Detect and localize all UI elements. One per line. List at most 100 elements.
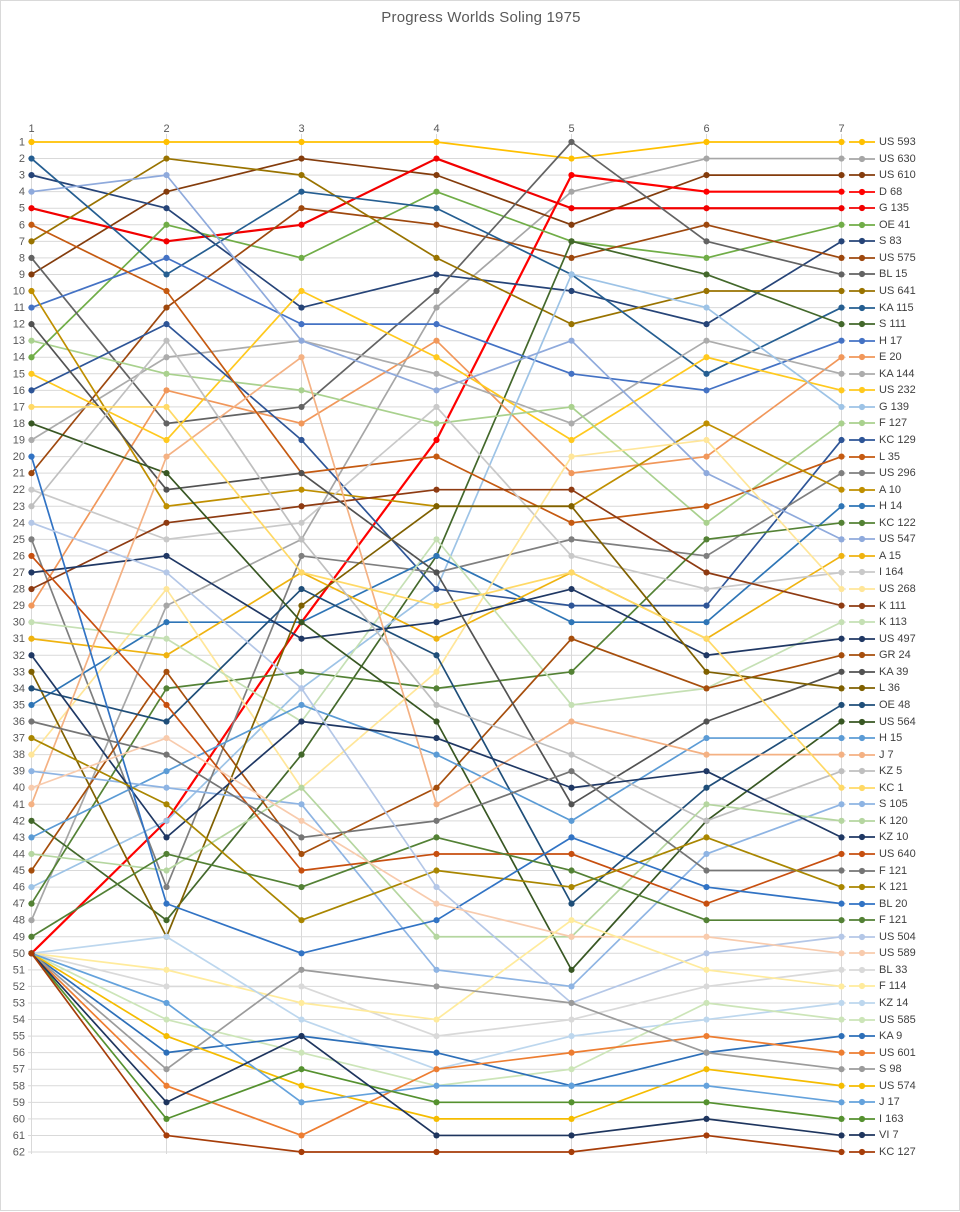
legend-line-marker-icon (849, 883, 875, 891)
data-point-marker (568, 271, 575, 278)
data-point-marker (28, 950, 35, 957)
legend-line-marker-icon (849, 619, 875, 626)
y-axis-tick-labels: 1234567891011121314151617181920212223242… (13, 137, 25, 1159)
legend-item: K 121 (849, 879, 908, 896)
data-point-marker (433, 1016, 440, 1023)
x-tick-label: 7 (838, 123, 844, 135)
data-point-marker (433, 221, 440, 228)
data-point-marker (703, 420, 710, 427)
data-point-marker (838, 1115, 845, 1122)
data-point-marker (433, 436, 440, 444)
legend-label: US 585 (879, 1013, 916, 1026)
legend-label: US 574 (879, 1079, 916, 1092)
legend-label: H 14 (879, 500, 903, 513)
data-point-marker (838, 420, 845, 427)
y-tick-label: 50 (13, 948, 25, 960)
data-point-marker (568, 238, 575, 245)
data-point-marker (838, 486, 845, 493)
legend-label: G 139 (879, 400, 909, 413)
data-point-marker (838, 834, 845, 841)
legend-line-marker-icon (849, 1148, 875, 1156)
data-point-marker (838, 999, 845, 1007)
data-point-marker (703, 867, 710, 874)
data-point-marker (433, 917, 440, 924)
y-tick-label: 18 (13, 418, 25, 430)
data-point-marker (838, 1099, 845, 1106)
data-point-marker (163, 569, 170, 576)
data-point-marker (433, 569, 440, 576)
data-point-marker (298, 420, 305, 427)
legend-item: J 17 (849, 1094, 900, 1111)
legend-label: BL 15 (879, 268, 908, 281)
data-point-marker (703, 999, 710, 1007)
y-tick-label: 31 (13, 633, 25, 645)
data-point-marker (838, 1132, 845, 1139)
data-point-marker (433, 834, 440, 841)
data-point-marker (298, 172, 305, 179)
legend-label: A 10 (879, 483, 902, 496)
data-point-marker (568, 519, 575, 526)
data-point-marker (298, 254, 305, 262)
legend-label: US 497 (879, 632, 916, 645)
x-tick-label: 2 (163, 123, 169, 135)
legend-label: H 17 (879, 334, 903, 347)
data-point-marker (568, 403, 575, 411)
data-point-marker (838, 652, 845, 659)
legend-line-marker-icon (849, 950, 875, 957)
legend-label: US 504 (879, 930, 916, 943)
data-point-marker (568, 337, 575, 344)
data-point-marker (703, 172, 710, 179)
legend-line-marker-icon (849, 1082, 875, 1089)
y-tick-label: 28 (13, 584, 25, 596)
y-tick-label: 15 (13, 368, 25, 380)
legend-item: KA 39 (849, 663, 908, 680)
y-tick-label: 32 (13, 650, 25, 662)
legend-line-marker-icon (849, 238, 875, 245)
legend-item: F 127 (849, 415, 907, 432)
series-s-83 (28, 172, 845, 328)
legend-line-marker-icon (849, 172, 875, 179)
data-point-marker (163, 850, 170, 858)
legend-item: KC 127 (849, 1144, 916, 1161)
x-tick-label: 5 (568, 123, 574, 135)
legend-line-marker-icon (849, 983, 875, 990)
legend-line-marker-icon (849, 420, 875, 427)
data-point-marker (298, 436, 305, 444)
data-point-marker (433, 1066, 440, 1073)
y-tick-label: 30 (13, 617, 25, 629)
data-point-marker (163, 900, 170, 907)
data-point-marker (298, 701, 305, 709)
data-point-marker (703, 685, 710, 692)
legend-line-marker-icon (849, 370, 875, 377)
y-tick-label: 48 (13, 915, 25, 927)
legend-item: S 105 (849, 796, 908, 813)
data-point-marker (28, 585, 35, 593)
series-e-20 (28, 337, 845, 609)
legend-item: US 630 (849, 150, 916, 167)
legend-line-marker-icon (849, 834, 875, 841)
data-point-marker (568, 1132, 575, 1139)
data-point-marker (433, 420, 440, 427)
legend-label: US 640 (879, 847, 916, 860)
data-point-marker (703, 966, 710, 973)
legend-label: US 564 (879, 715, 916, 728)
legend-label: OE 41 (879, 218, 911, 231)
data-point-marker (838, 619, 845, 626)
data-point-marker (298, 950, 305, 957)
data-point-marker (28, 784, 35, 791)
data-point-marker (298, 817, 305, 824)
data-point-marker (298, 403, 305, 411)
data-point-marker (703, 1066, 710, 1073)
data-point-marker (838, 668, 845, 675)
data-point-marker (703, 1115, 710, 1122)
data-point-marker (703, 254, 710, 262)
data-point-marker (433, 337, 440, 344)
legend-label: J 17 (879, 1096, 900, 1109)
data-point-marker (703, 552, 710, 560)
data-point-marker (568, 768, 575, 775)
legend-label: BL 33 (879, 963, 908, 976)
legend-line-marker-icon (849, 801, 875, 808)
legend-item: I 164 (849, 564, 903, 581)
legend-item: US 641 (849, 283, 916, 300)
y-tick-label: 43 (13, 832, 25, 844)
